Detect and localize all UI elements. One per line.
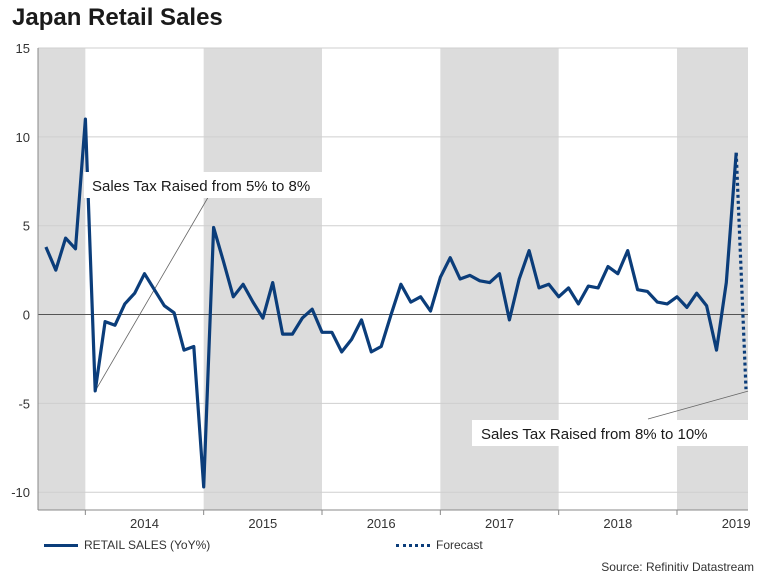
chart-title: Japan Retail Sales — [12, 4, 223, 31]
y-tick-label: 15 — [16, 41, 30, 56]
legend-item-forecast: Forecast — [396, 538, 483, 552]
legend-label-retail-sales: RETAIL SALES (YoY%) — [84, 538, 211, 552]
x-axis-ticks: 2014 2015 2016 2017 2018 2019 — [84, 510, 751, 531]
x-tick-label: 2016 — [367, 516, 396, 531]
series-line-retail-sales — [44, 117, 738, 489]
annotation-box-first — [84, 172, 346, 198]
annotation-box-second — [472, 420, 748, 446]
annotation-leaders — [94, 193, 749, 420]
y-tick-label: 10 — [16, 130, 30, 145]
annotation-second: Sales Tax Raised from 8% to 10% — [481, 426, 708, 443]
y-tick-label: -10 — [11, 485, 30, 500]
shade-band-2013 — [38, 48, 86, 510]
source-note: Source: Refinitiv Datastream — [601, 560, 754, 574]
y-tick-label: -5 — [18, 396, 30, 411]
x-tick-label: 2018 — [603, 516, 632, 531]
gridlines — [37, 47, 748, 511]
y-tick-label: 0 — [23, 308, 30, 323]
leader-line-second — [647, 390, 749, 420]
x-tick-label: 2015 — [248, 516, 277, 531]
y-tick-label: 5 — [23, 219, 30, 234]
legend-label-forecast: Forecast — [436, 538, 483, 552]
legend-swatch-solid — [44, 543, 78, 547]
x-tick-label: 2017 — [485, 516, 514, 531]
y-axis-ticks: 15 10 5 0 -5 -10 — [11, 41, 30, 500]
annotations: Sales Tax Raised from 5% to 8% Sales Tax … — [84, 172, 748, 446]
annotation-first: Sales Tax Raised from 5% to 8% — [92, 178, 310, 195]
leader-line-first — [94, 193, 211, 392]
x-tick-label: 2014 — [130, 516, 159, 531]
x-tick-label: 2019 — [722, 516, 751, 531]
legend-swatch-dotted — [396, 543, 430, 547]
shade-band-2015 — [203, 48, 322, 510]
legend-item-retail-sales: RETAIL SALES (YoY%) — [44, 538, 210, 552]
